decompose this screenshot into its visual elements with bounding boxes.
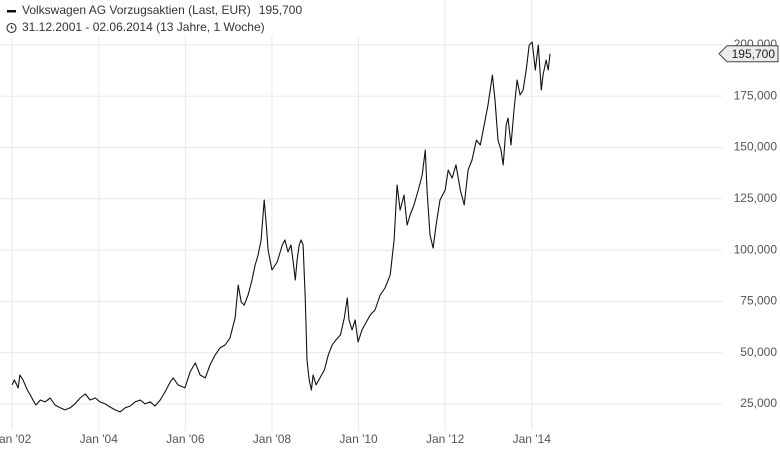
legend-swatch: [7, 10, 16, 13]
last-price-marker: [718, 45, 779, 63]
x-tick-label: Jan '10: [339, 432, 378, 446]
y-tick-label: 50,000: [740, 345, 777, 359]
price-line: [11, 41, 551, 413]
last-price: 195,700: [259, 3, 303, 17]
y-tick-label: 150,000: [734, 140, 778, 154]
y-tick-label: 75,000: [740, 294, 777, 308]
x-tick-label: Jan '04: [80, 432, 119, 446]
y-tick-label: 125,000: [734, 191, 778, 205]
legend-title: Volkswagen AG Vorzugsaktien (Last, EUR) 1…: [22, 3, 302, 17]
x-tick-label: Jan '08: [253, 432, 292, 446]
x-tick-label: Jan '06: [166, 432, 205, 446]
y-tick-label: 25,000: [740, 396, 777, 410]
series-name: Volkswagen AG Vorzugsaktien (Last, EUR): [22, 3, 251, 17]
header-background: [6, 0, 416, 36]
last-price-label: 195,700: [732, 47, 776, 61]
date-range: 31.12.2001 - 02.06.2014 (13 Jahre, 1 Woc…: [22, 20, 265, 34]
x-tick-label: Jan '02: [0, 432, 32, 446]
clock-icon: [6, 22, 17, 34]
x-tick-label: Jan '14: [513, 432, 552, 446]
x-tick-label: Jan '12: [426, 432, 465, 446]
y-tick-label: 100,000: [734, 242, 778, 256]
y-tick-label: 175,000: [734, 88, 778, 102]
